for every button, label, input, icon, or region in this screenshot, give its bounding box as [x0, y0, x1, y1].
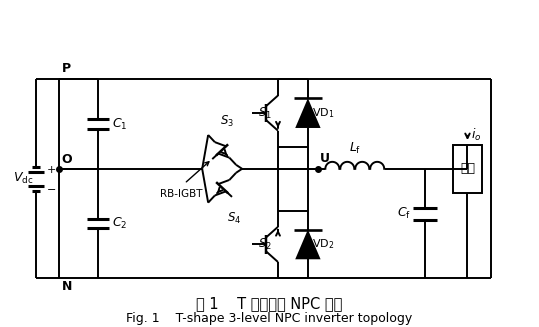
Text: 图 1    T 型三电平 NPC 拓扑: 图 1 T 型三电平 NPC 拓扑	[196, 297, 342, 312]
Text: Fig. 1    T-shape 3-level NPC inverter topology: Fig. 1 T-shape 3-level NPC inverter topo…	[126, 312, 412, 324]
Text: $S_2$: $S_2$	[258, 237, 272, 252]
Text: $L_{\mathrm{f}}$: $L_{\mathrm{f}}$	[349, 141, 361, 156]
Text: $\mathrm{VD}_1$: $\mathrm{VD}_1$	[312, 106, 334, 120]
Text: $C_1$: $C_1$	[113, 116, 128, 131]
Text: $\mathrm{VD}_2$: $\mathrm{VD}_2$	[312, 237, 334, 251]
Bar	[453, 145, 482, 193]
Text: 负载: 负载	[460, 162, 475, 175]
Text: $+$: $+$	[46, 164, 56, 175]
Text: P: P	[61, 62, 71, 75]
Polygon shape	[295, 98, 321, 128]
Text: $C_2$: $C_2$	[113, 216, 128, 231]
Text: O: O	[61, 153, 72, 166]
Text: $i_o$: $i_o$	[472, 127, 482, 143]
Text: $S_3$: $S_3$	[220, 114, 234, 129]
Text: $-$: $-$	[46, 183, 56, 193]
Text: U: U	[320, 152, 330, 165]
Text: N: N	[61, 280, 72, 293]
Text: RB-IGBT: RB-IGBT	[160, 189, 203, 199]
Polygon shape	[295, 230, 321, 259]
Text: $S_4$: $S_4$	[227, 211, 241, 226]
Text: $V_{\mathrm{dc}}$: $V_{\mathrm{dc}}$	[13, 171, 34, 186]
Text: $S_1$: $S_1$	[258, 106, 272, 121]
Text: $C_{\mathrm{f}}$: $C_{\mathrm{f}}$	[397, 206, 411, 221]
